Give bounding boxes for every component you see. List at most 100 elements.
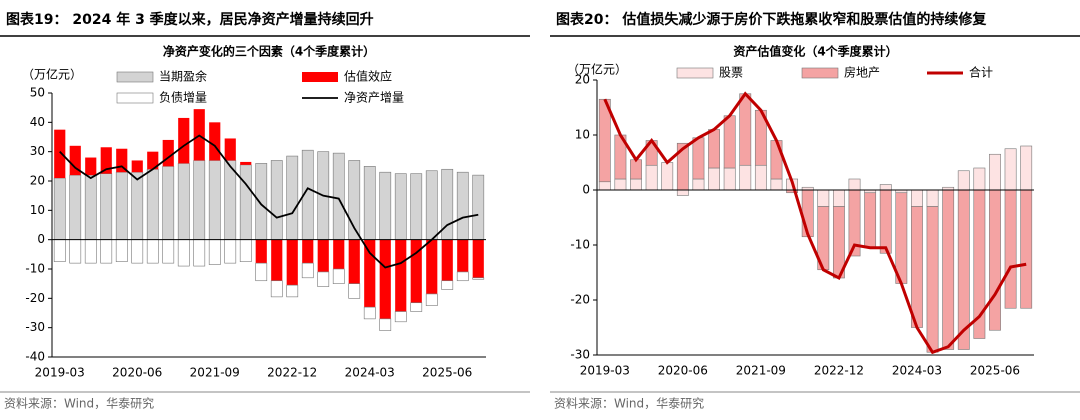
bar bbox=[630, 178, 642, 191]
bar bbox=[270, 160, 283, 240]
source: 资料来源：Wind，华泰研究 bbox=[554, 396, 704, 411]
bar bbox=[286, 284, 299, 298]
bar bbox=[208, 160, 221, 240]
bar bbox=[754, 164, 767, 191]
bar bbox=[394, 311, 407, 323]
bar bbox=[645, 164, 658, 191]
bar bbox=[348, 239, 360, 284]
bar bbox=[100, 147, 112, 174]
bar bbox=[456, 271, 469, 282]
x-tick-label: 2022-12 bbox=[267, 366, 317, 380]
legend-label: 股票 bbox=[719, 66, 743, 80]
bar bbox=[178, 117, 190, 164]
bar bbox=[973, 167, 986, 191]
bar bbox=[146, 239, 159, 264]
bar bbox=[708, 129, 720, 169]
bar bbox=[989, 153, 1001, 191]
bar bbox=[379, 171, 392, 240]
legend-swatch bbox=[302, 72, 338, 82]
bar bbox=[286, 155, 299, 240]
bar bbox=[116, 148, 128, 173]
bar bbox=[832, 189, 845, 207]
x-tick-label: 2025-06 bbox=[970, 364, 1020, 378]
bar bbox=[100, 173, 113, 240]
bar bbox=[410, 173, 423, 240]
bar bbox=[864, 192, 877, 249]
bar bbox=[131, 239, 144, 264]
bar bbox=[162, 166, 175, 240]
x-tick-label: 2020-06 bbox=[112, 366, 162, 380]
x-tick-label: 2019-03 bbox=[580, 364, 630, 378]
bar bbox=[723, 167, 736, 191]
bar bbox=[224, 160, 237, 240]
bar bbox=[723, 115, 736, 169]
bar bbox=[317, 271, 330, 287]
bar bbox=[147, 151, 159, 170]
y-tick-label: 50 bbox=[30, 86, 45, 100]
bar bbox=[456, 171, 469, 240]
legend-label: 合计 bbox=[969, 65, 993, 80]
bar bbox=[410, 302, 423, 312]
bar bbox=[708, 167, 720, 191]
bar bbox=[614, 178, 627, 191]
bar bbox=[255, 239, 267, 264]
bar bbox=[131, 171, 144, 240]
bar bbox=[1020, 189, 1033, 309]
bar bbox=[1004, 148, 1017, 191]
x-tick-label: 2024-03 bbox=[345, 366, 395, 380]
bar bbox=[441, 239, 453, 281]
bar bbox=[879, 189, 892, 254]
bar bbox=[957, 170, 970, 191]
legend-label: 负债增量 bbox=[159, 91, 207, 105]
y-tick-label: -10 bbox=[570, 238, 590, 252]
chart-title: 净资产变化的三个因素（4个季度累计） bbox=[163, 44, 375, 59]
y-tick-label: -30 bbox=[570, 348, 590, 362]
y-tick-label: 30 bbox=[30, 144, 45, 158]
y-tick-label: 10 bbox=[30, 203, 45, 217]
bar bbox=[193, 160, 206, 240]
bar bbox=[332, 152, 345, 240]
figure-title: 图表19： 2024 年 3 季度以来，居民净资产增量持续回升 bbox=[6, 11, 374, 28]
bar bbox=[425, 293, 438, 306]
bar bbox=[208, 239, 221, 265]
x-tick-label: 2021-09 bbox=[190, 366, 240, 380]
bar bbox=[770, 140, 783, 180]
bar bbox=[333, 239, 345, 269]
unit-label: （万亿元） bbox=[567, 62, 627, 77]
legend-label: 净资产增量 bbox=[344, 91, 404, 105]
bar bbox=[457, 239, 469, 272]
bar bbox=[131, 160, 143, 173]
bar bbox=[598, 181, 611, 191]
y-tick-label: 0 bbox=[582, 183, 590, 197]
y-tick-label: 40 bbox=[30, 115, 45, 129]
legend-swatch bbox=[676, 67, 714, 79]
bar bbox=[301, 262, 314, 279]
bar bbox=[54, 129, 66, 179]
x-tick-label: 2020-06 bbox=[658, 364, 708, 378]
bar bbox=[879, 184, 892, 191]
bar bbox=[895, 192, 908, 284]
y-tick-label: -20 bbox=[570, 293, 590, 307]
bar bbox=[224, 138, 236, 161]
bar bbox=[100, 239, 113, 264]
x-tick-label: 2024-03 bbox=[892, 364, 942, 378]
y-tick-label: 20 bbox=[30, 174, 45, 188]
bar bbox=[379, 318, 392, 331]
bar bbox=[270, 280, 283, 298]
y-tick-label: -30 bbox=[25, 320, 45, 334]
bar bbox=[379, 239, 391, 319]
bar bbox=[69, 239, 82, 264]
y-tick-label: 10 bbox=[575, 128, 590, 142]
bar bbox=[69, 145, 81, 176]
legend-label: 房地产 bbox=[844, 65, 880, 80]
bar bbox=[739, 164, 752, 191]
bar bbox=[989, 189, 1001, 331]
y-tick-label: -20 bbox=[25, 291, 45, 305]
bar bbox=[394, 173, 407, 240]
bar bbox=[926, 206, 939, 353]
bar bbox=[115, 171, 128, 240]
bar bbox=[911, 189, 923, 207]
bar bbox=[302, 239, 314, 264]
legend-label: 当期盈余 bbox=[159, 69, 207, 84]
